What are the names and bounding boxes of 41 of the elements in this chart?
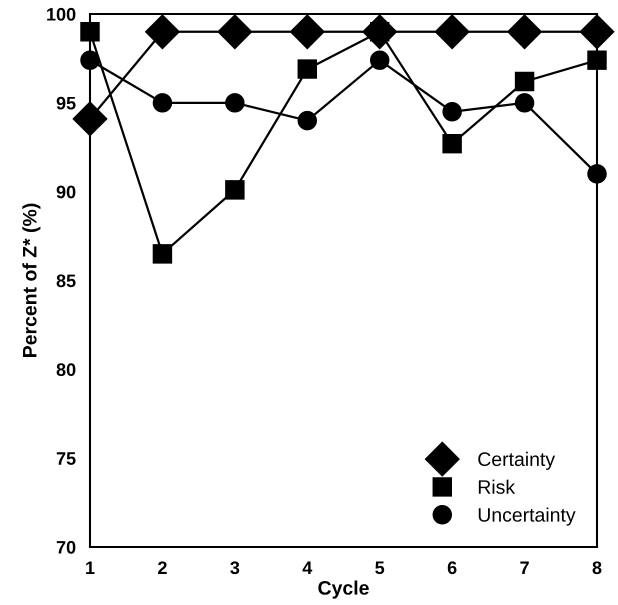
y-tick-label: 95 <box>56 96 76 110</box>
y-tick-label: 70 <box>56 540 76 554</box>
point <box>370 50 390 70</box>
point <box>152 244 172 264</box>
point <box>80 22 100 42</box>
legend-label: Risk <box>478 480 516 494</box>
x-tick-label: 6 <box>448 561 457 574</box>
y-tick-label: 75 <box>56 452 76 465</box>
x-tick-label: 8 <box>592 561 602 574</box>
y-tick-label: 85 <box>56 274 76 288</box>
point <box>145 14 180 50</box>
point <box>507 14 542 50</box>
point <box>587 164 607 184</box>
y-tick-label: 90 <box>56 186 76 198</box>
y-tick-label: 100 <box>47 8 76 21</box>
x-tick-label: 7 <box>520 562 529 574</box>
x-tick-label: 3 <box>230 561 240 574</box>
point <box>514 93 534 113</box>
point <box>80 50 100 70</box>
legend-label: Uncertainty <box>478 507 576 526</box>
y-axis-title: Percent of Z* (%) <box>22 204 40 357</box>
x-tick-label: 2 <box>158 561 167 574</box>
point <box>225 180 245 200</box>
point <box>290 14 325 50</box>
legend-label: Certainty <box>478 452 556 470</box>
x-tick-label: 1 <box>86 562 95 574</box>
x-tick-label: 4 <box>302 562 312 574</box>
point <box>514 72 534 92</box>
point <box>442 134 462 154</box>
point <box>298 110 318 130</box>
point <box>580 14 614 50</box>
point <box>442 102 462 122</box>
x-axis-title: Cycle <box>318 580 369 599</box>
point <box>152 93 172 113</box>
point <box>298 59 318 79</box>
point <box>587 50 607 70</box>
point <box>225 93 245 113</box>
point <box>217 14 252 50</box>
y-tick-label: 80 <box>56 363 76 376</box>
x-tick-label: 5 <box>375 562 384 574</box>
point <box>434 14 470 50</box>
